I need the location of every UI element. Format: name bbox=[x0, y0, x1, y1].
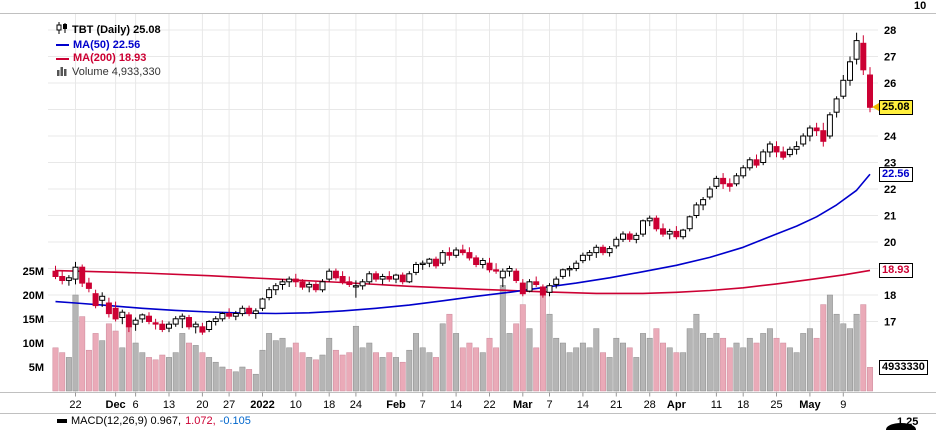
candlestick-icon bbox=[56, 22, 68, 39]
ma200-line bbox=[55, 269, 871, 295]
macd-params-value: MACD(12,26,9) 0.967, bbox=[71, 415, 182, 427]
svg-text:22: 22 bbox=[69, 399, 81, 411]
ma50-label: MA(50) 22.56 bbox=[73, 38, 141, 51]
svg-text:20M: 20M bbox=[23, 290, 44, 302]
svg-text:18: 18 bbox=[323, 399, 335, 411]
svg-text:28: 28 bbox=[644, 399, 656, 411]
legend-ma50-row: MA(50) 22.56 bbox=[56, 39, 161, 53]
svg-text:25M: 25M bbox=[23, 266, 44, 278]
svg-text:23: 23 bbox=[884, 158, 896, 170]
svg-text:21: 21 bbox=[610, 399, 622, 411]
svg-text:25: 25 bbox=[770, 399, 782, 411]
svg-text:22: 22 bbox=[483, 399, 495, 411]
last-price-label: 25.08 bbox=[872, 99, 913, 115]
svg-text:24: 24 bbox=[350, 399, 362, 411]
svg-text:28: 28 bbox=[884, 25, 896, 37]
ma50-line bbox=[55, 173, 871, 315]
panel-separators bbox=[0, 13, 936, 414]
svg-text:Mar: Mar bbox=[513, 399, 533, 411]
svg-text:26: 26 bbox=[884, 78, 896, 90]
macd-legend: MACD(12,26,9) 0.967, 1.072, -0.105 bbox=[57, 415, 251, 427]
volume-label: Volume 4,933,330 bbox=[72, 66, 161, 78]
svg-text:17: 17 bbox=[884, 317, 896, 329]
logo-ellipse-icon bbox=[886, 423, 916, 430]
legend-ma200-row: MA(200) 18.93 bbox=[56, 52, 161, 66]
chart-legend: TBT (Daily) 25.08 MA(50) 22.56 MA(200) 1… bbox=[56, 22, 161, 80]
volume-axis-label-box: 4933330 bbox=[879, 359, 928, 375]
svg-text:20: 20 bbox=[196, 399, 208, 411]
svg-text:15M: 15M bbox=[23, 314, 44, 326]
ma200-line-icon bbox=[56, 57, 69, 60]
svg-text:27: 27 bbox=[223, 399, 235, 411]
svg-text:5M: 5M bbox=[29, 362, 44, 374]
x-axis-labels: 22 Dec 6 13 20 27 2022 10 18 24 Feb 7 14 22 Mar 7 14 21 28… bbox=[69, 392, 846, 411]
svg-text:20: 20 bbox=[884, 237, 896, 249]
svg-text:9: 9 bbox=[840, 399, 846, 411]
macd-line-icon bbox=[57, 419, 67, 423]
upper-panel-axis-label: 10 bbox=[914, 0, 927, 12]
svg-text:18: 18 bbox=[737, 399, 749, 411]
svg-text:11: 11 bbox=[711, 399, 722, 411]
svg-text:Feb: Feb bbox=[386, 399, 406, 411]
volume-bars bbox=[52, 285, 873, 392]
volume-axis-labels: 25M 20M 15M 10M 5M bbox=[23, 266, 44, 374]
price-axis-labels: 28 27 26 24 23 22 21 20 18 17 bbox=[884, 25, 897, 329]
svg-text:18: 18 bbox=[884, 290, 896, 302]
svg-text:13: 13 bbox=[163, 399, 175, 411]
svg-text:10M: 10M bbox=[23, 338, 44, 350]
volume-bars-icon bbox=[56, 66, 68, 81]
svg-text:7: 7 bbox=[420, 399, 426, 411]
candles bbox=[52, 32, 873, 335]
ma50-axis-label: 22.56 bbox=[879, 166, 913, 182]
macd-histogram-value: -0.105 bbox=[219, 415, 251, 427]
svg-text:Apr: Apr bbox=[667, 399, 687, 411]
ma200-axis-label: 18.93 bbox=[879, 262, 913, 278]
legend-title-row: TBT (Daily) 25.08 bbox=[56, 22, 161, 39]
svg-text:24: 24 bbox=[884, 131, 897, 143]
chart-title: TBT (Daily) 25.08 bbox=[72, 23, 161, 36]
ma50-line-icon bbox=[56, 44, 69, 47]
svg-text:21: 21 bbox=[884, 211, 896, 223]
svg-text:7: 7 bbox=[546, 399, 552, 411]
svg-text:14: 14 bbox=[577, 399, 589, 411]
ma200-label: MA(200) 18.93 bbox=[73, 52, 147, 64]
svg-text:22: 22 bbox=[884, 184, 896, 196]
legend-volume-row: Volume 4,933,330 bbox=[56, 66, 161, 81]
macd-signal-value: 1.072, bbox=[185, 415, 216, 427]
svg-text:6: 6 bbox=[133, 399, 139, 411]
gridlines bbox=[48, 14, 878, 392]
svg-text:2022: 2022 bbox=[250, 399, 274, 411]
svg-text:14: 14 bbox=[450, 399, 462, 411]
svg-text:10: 10 bbox=[290, 399, 302, 411]
svg-text:27: 27 bbox=[884, 52, 896, 64]
svg-text:May: May bbox=[799, 399, 821, 411]
svg-text:Dec: Dec bbox=[106, 399, 126, 411]
